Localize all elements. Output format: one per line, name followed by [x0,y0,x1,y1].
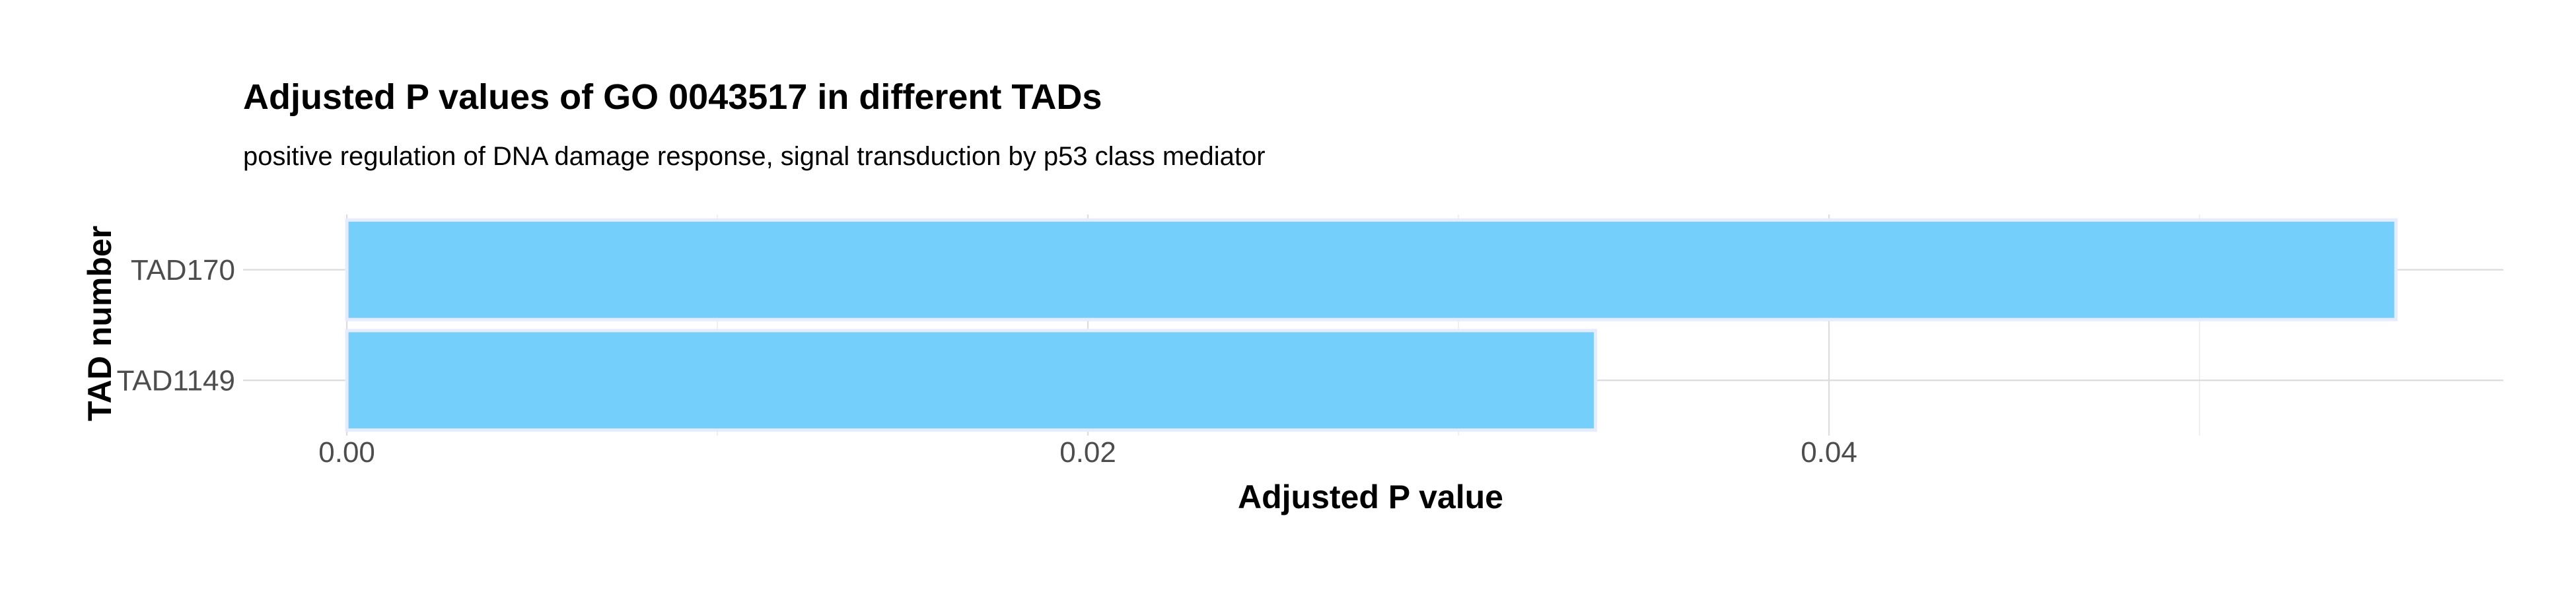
bar-tad1149 [345,329,1598,432]
y-tick-labels: TAD170 TAD1149 [117,254,235,397]
bars [345,218,2398,432]
chart-title: Adjusted P values of GO 0043517 in diffe… [243,77,1102,117]
x-axis-title: Adjusted P value [1238,478,1503,515]
y-axis-title: TAD number [81,226,118,421]
x-tick-label: 0.04 [1801,436,1857,469]
x-tick-label: 0.00 [318,436,375,469]
x-tick-label: 0.02 [1059,436,1116,469]
bar-tad170 [345,218,2398,321]
y-tick-label: TAD1149 [117,364,235,397]
chart-subtitle: positive regulation of DNA damage respon… [243,142,1266,171]
x-tick-labels: 0.00 0.02 0.04 [318,436,1857,469]
y-tick-label: TAD170 [131,254,235,286]
